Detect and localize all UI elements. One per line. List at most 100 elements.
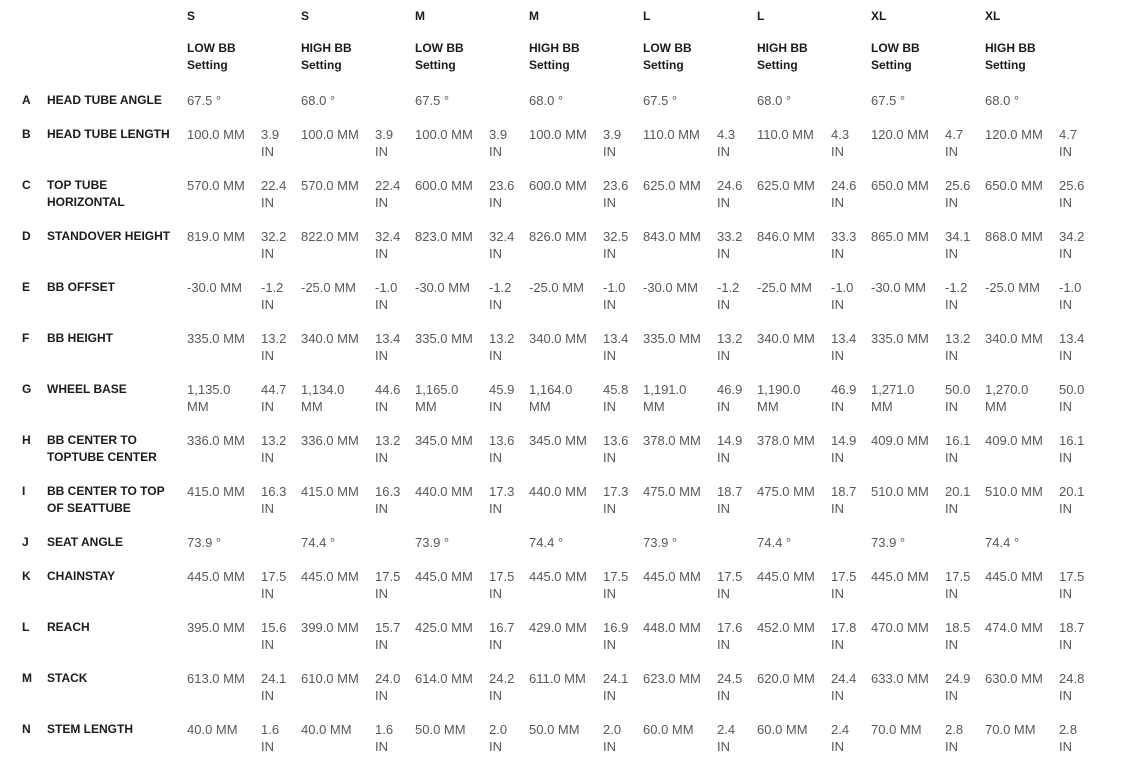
mm-value: 429.0 MM [529, 620, 587, 635]
in-value: 25.6 IN [1059, 178, 1085, 210]
row-letter: H [22, 433, 31, 447]
mm-value: 378.0 MM [757, 433, 815, 448]
mm-value: 50.0 MM [529, 722, 580, 737]
row-label: HEAD TUBE ANGLE [47, 93, 162, 107]
in-value: 24.0 IN [375, 671, 401, 703]
row-label: WHEEL BASE [47, 382, 127, 396]
in-value: 13.4 IN [375, 331, 401, 363]
row-letter: I [22, 484, 26, 498]
angle-value: 73.9 ° [187, 535, 222, 550]
in-value: 17.5 IN [1059, 569, 1085, 601]
mm-value: 445.0 MM [985, 569, 1043, 584]
mm-value: 600.0 MM [415, 178, 473, 193]
row-label: BB CENTER TO TOPTUBE CENTER [47, 433, 157, 464]
mm-value: 409.0 MM [985, 433, 1043, 448]
in-value: 2.4 IN [831, 722, 850, 754]
mm-value: 40.0 MM [187, 722, 238, 737]
in-value: 34.1 IN [945, 229, 971, 261]
angle-value: 73.9 ° [415, 535, 450, 550]
in-value: 17.5 IN [603, 569, 629, 601]
in-value: 18.7 IN [1059, 620, 1085, 652]
in-value: 45.8 IN [603, 382, 629, 414]
angle-value: 67.5 ° [187, 93, 222, 108]
row-letter: N [22, 722, 31, 736]
in-value: 13.2 IN [489, 331, 515, 363]
in-value: 17.5 IN [261, 569, 287, 601]
row-label: REACH [47, 620, 90, 634]
in-value: 32.4 IN [489, 229, 515, 261]
mm-value: 440.0 MM [529, 484, 587, 499]
row-label: BB OFFSET [47, 280, 115, 294]
in-value: 13.2 IN [261, 331, 287, 363]
size-header: M [529, 9, 539, 23]
row-letter: L [22, 620, 30, 634]
in-value: 15.7 IN [375, 620, 401, 652]
in-value: 50.0 IN [945, 382, 971, 414]
mm-value: 633.0 MM [871, 671, 929, 686]
in-value: 44.6 IN [375, 382, 401, 414]
in-value: 46.9 IN [831, 382, 857, 414]
in-value: 2.8 IN [945, 722, 964, 754]
in-value: 24.2 IN [489, 671, 515, 703]
mm-value: 409.0 MM [871, 433, 929, 448]
mm-value: 445.0 MM [187, 569, 245, 584]
mm-value: 50.0 MM [415, 722, 466, 737]
in-value: 23.6 IN [603, 178, 629, 210]
mm-value: 650.0 MM [871, 178, 929, 193]
angle-value: 68.0 ° [529, 93, 564, 108]
in-value: 20.1 IN [1059, 484, 1085, 516]
mm-value: 110.0 MM [643, 127, 700, 142]
mm-value: 445.0 MM [643, 569, 701, 584]
mm-value: 340.0 MM [529, 331, 587, 346]
mm-value: 510.0 MM [985, 484, 1043, 499]
in-value: 45.9 IN [489, 382, 515, 414]
in-value: 17.6 IN [717, 620, 743, 652]
mm-value: -25.0 MM [985, 280, 1040, 295]
row-letter: E [22, 280, 31, 294]
row-letter: A [22, 93, 31, 107]
table-row-g: G WHEEL BASE 1,135.0 MM 44.7 IN 1,134.0 MM 44… [22, 381, 1121, 415]
in-value: 23.6 IN [489, 178, 515, 210]
mm-value: 630.0 MM [985, 671, 1043, 686]
in-value: 4.3 IN [717, 127, 736, 159]
setting-header: LOW BB Setting [871, 41, 920, 72]
table-row-n: N STEM LENGTH 40.0 MM 1.6 IN 40.0 MM 1.6 IN 50… [22, 721, 1121, 755]
in-value: 17.3 IN [489, 484, 515, 516]
size-header: L [643, 9, 651, 23]
mm-value: 445.0 MM [871, 569, 929, 584]
mm-value: 1,134.0 MM [301, 382, 345, 414]
mm-value: 100.0 MM [301, 127, 359, 142]
mm-value: 445.0 MM [415, 569, 473, 584]
in-value: 14.9 IN [717, 433, 743, 465]
table-row-i: I BB CENTER TO TOP OF SEATTUBE 415.0 MM 16.… [22, 483, 1121, 517]
bike-geometry-table: S S M M L L XL XL LOW BB Setting HIGH BB Setting L… [22, 8, 1121, 755]
mm-value: 475.0 MM [757, 484, 815, 499]
mm-value: 865.0 MM [871, 229, 929, 244]
size-header-row: S S M M L L XL XL [22, 8, 1121, 25]
mm-value: 399.0 MM [301, 620, 359, 635]
setting-header: HIGH BB Setting [301, 41, 352, 72]
row-letter: C [22, 178, 31, 192]
in-value: 22.4 IN [261, 178, 287, 210]
in-value: 16.3 IN [375, 484, 401, 516]
in-value: 4.7 IN [1059, 127, 1078, 159]
mm-value: 395.0 MM [187, 620, 245, 635]
mm-value: 100.0 MM [415, 127, 473, 142]
row-letter: K [22, 569, 31, 583]
row-label: STEM LENGTH [47, 722, 133, 736]
angle-value: 74.4 ° [757, 535, 792, 550]
row-label: SEAT ANGLE [47, 535, 124, 549]
row-letter: G [22, 382, 32, 396]
in-value: -1.2 IN [717, 280, 740, 312]
mm-value: 425.0 MM [415, 620, 473, 635]
in-value: 24.8 IN [1059, 671, 1085, 703]
mm-value: 625.0 MM [643, 178, 701, 193]
in-value: 2.8 IN [1059, 722, 1078, 754]
in-value: 16.9 IN [603, 620, 629, 652]
mm-value: 1,135.0 MM [187, 382, 231, 414]
mm-value: 819.0 MM [187, 229, 245, 244]
mm-value: 335.0 MM [871, 331, 929, 346]
in-value: -1.2 IN [945, 280, 968, 312]
in-value: -1.0 IN [1059, 280, 1082, 312]
angle-value: 74.4 ° [301, 535, 336, 550]
